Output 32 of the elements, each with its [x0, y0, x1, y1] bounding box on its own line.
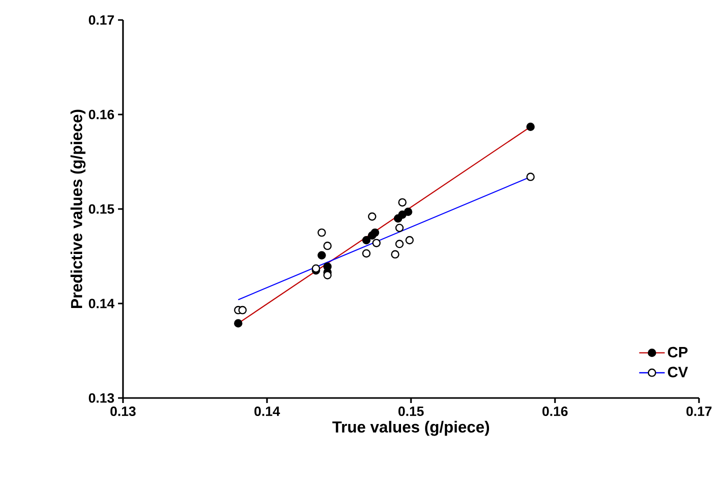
legend-label: CV: [668, 366, 688, 378]
point: [238, 306, 247, 314]
x-tick-label: 0.16: [542, 406, 568, 416]
x-tick-label: 0.15: [398, 406, 424, 416]
point: [526, 122, 535, 131]
y-tick-label: 0.15: [88, 204, 114, 214]
point: [362, 236, 371, 244]
y-tick-label: 0.14: [88, 298, 114, 308]
x-tick-label: 0.14: [254, 406, 280, 416]
x-tick-label: 0.13: [110, 406, 136, 416]
point: [395, 240, 404, 248]
point: [318, 251, 326, 260]
point: [405, 236, 414, 244]
legend-label: CP: [668, 346, 688, 358]
y-tick-label: 0.17: [88, 15, 114, 25]
point: [526, 172, 535, 182]
y-axis-title: Predictive values (g/piece): [70, 110, 86, 308]
point: [323, 242, 332, 250]
point: [404, 208, 412, 216]
point: [390, 250, 400, 259]
x-tick-label: 0.17: [686, 406, 712, 416]
y-tick-label: 0.13: [88, 393, 114, 403]
point: [370, 228, 380, 237]
point: [372, 238, 381, 248]
point: [368, 212, 376, 221]
point: [395, 224, 404, 232]
x-axis-title: True values (g/piece): [332, 420, 490, 436]
point: [318, 228, 326, 237]
point: [234, 319, 242, 328]
point: [362, 249, 371, 258]
point: [398, 198, 407, 207]
y-tick-label: 0.16: [88, 110, 114, 120]
